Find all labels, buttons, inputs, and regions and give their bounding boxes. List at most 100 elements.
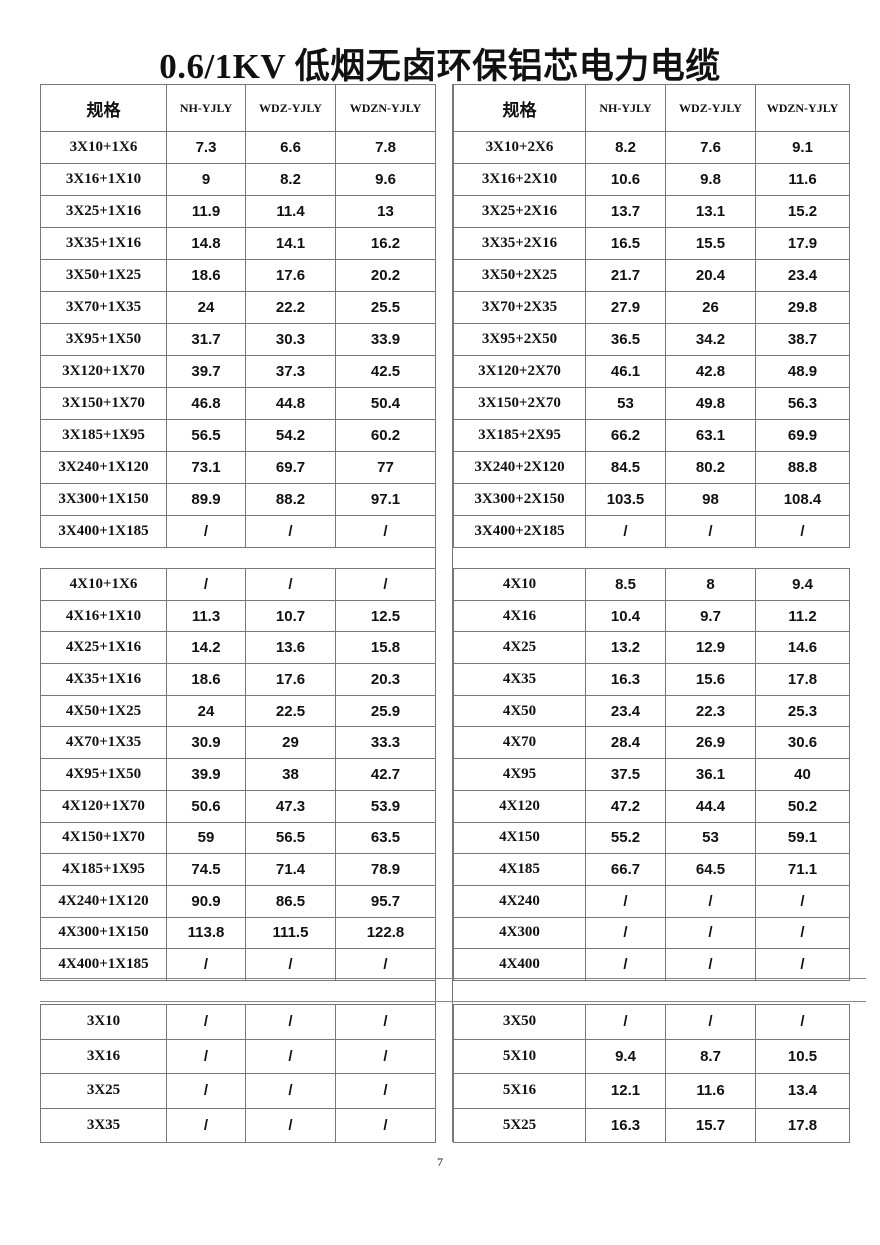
value-cell: 89.9 bbox=[166, 483, 246, 516]
value-cell: 46.8 bbox=[166, 387, 246, 420]
value-cell: 56.5 bbox=[166, 419, 246, 452]
value-cell: 42.7 bbox=[335, 758, 436, 791]
value-cell: / bbox=[755, 948, 850, 981]
table-row: 4X300+1X150 113.8 111.5 122.8 bbox=[40, 916, 436, 950]
table-row: 3X120+2X70 46.1 42.8 48.9 bbox=[453, 355, 850, 388]
value-cell: 22.3 bbox=[665, 694, 756, 728]
spec-cell: 4X10 bbox=[453, 568, 586, 601]
table-row: 3X10+2X6 8.2 7.6 9.1 bbox=[453, 131, 850, 164]
value-cell: 7.6 bbox=[665, 131, 756, 164]
value-cell: 88.2 bbox=[245, 483, 336, 516]
value-cell: / bbox=[755, 916, 850, 950]
spec-table: 3X10///3X16///3X25///3X35// / bbox=[40, 1004, 436, 1143]
table-row: 4X150 55.2 53 59.1 bbox=[453, 821, 850, 855]
value-cell: 25.5 bbox=[335, 291, 436, 324]
spec-cell: 4X185 bbox=[453, 853, 586, 886]
value-cell: 7.3 bbox=[166, 131, 246, 164]
value-cell: / bbox=[755, 884, 850, 918]
table-row: 4X240// / bbox=[453, 884, 850, 918]
table-row: 4X185 66.7 64.5 71.1 bbox=[453, 853, 850, 886]
table-row: 4X150+1X70 59 56.5 63.5 bbox=[40, 821, 436, 855]
spec-cell: 3X16+1X10 bbox=[40, 163, 167, 196]
spec-cell: 3X25+2X16 bbox=[453, 195, 586, 228]
value-cell: 8.2 bbox=[245, 163, 336, 196]
table-row: 4X16+1X10 11.3 10.7 12.5 bbox=[40, 599, 436, 633]
value-cell: 20.3 bbox=[335, 663, 436, 696]
spec-table: 4X10+1X6///4X16+1X10 11.3 10.7 12.5 4X25+1X1… bbox=[40, 568, 436, 981]
table-row: 3X150+1X70 46.8 44.8 50.4 bbox=[40, 387, 436, 420]
spec-cell: 3X120+1X70 bbox=[40, 355, 167, 388]
value-cell: 9.4 bbox=[585, 1038, 666, 1074]
value-cell: 12.9 bbox=[665, 631, 756, 665]
value-cell: 103.5 bbox=[585, 483, 666, 516]
value-cell: 59 bbox=[166, 821, 246, 855]
value-cell: 10.5 bbox=[755, 1038, 850, 1074]
value-cell: 11.4 bbox=[245, 195, 336, 228]
value-cell: 10.6 bbox=[585, 163, 666, 196]
value-cell: 49.8 bbox=[665, 387, 756, 420]
spec-cell: 4X120 bbox=[453, 789, 586, 823]
column-header-spec: 规格 bbox=[40, 84, 167, 132]
value-cell: 37.5 bbox=[585, 758, 666, 791]
spec-cell: 3X400+2X185 bbox=[453, 515, 586, 548]
value-cell: 12.1 bbox=[585, 1073, 666, 1109]
spec-cell: 5X25 bbox=[453, 1107, 586, 1143]
table-row: 4X50+1X25 24 22.5 25.9 bbox=[40, 694, 436, 728]
value-cell: 69.9 bbox=[755, 419, 850, 452]
value-cell: 16.2 bbox=[335, 227, 436, 260]
spec-cell: 3X10+1X6 bbox=[40, 131, 167, 164]
value-cell: 39.9 bbox=[166, 758, 246, 791]
value-cell: 20.2 bbox=[335, 259, 436, 292]
value-cell: / bbox=[245, 515, 336, 548]
value-cell: 16.5 bbox=[585, 227, 666, 260]
spec-table: 3X50///5X10 9.4 8.7 10.5 5X16 12.1 11.6 13.4 5X2… bbox=[453, 1004, 850, 1143]
table-row: 3X95+2X50 36.5 34.2 38.7 bbox=[453, 323, 850, 356]
value-cell: 11.9 bbox=[166, 195, 246, 228]
value-cell: 38 bbox=[245, 758, 336, 791]
table-row: 4X70 28.4 26.9 30.6 bbox=[453, 726, 850, 760]
column-header-wdzn: WDZN-YJLY bbox=[755, 84, 850, 132]
value-cell: 56.3 bbox=[755, 387, 850, 420]
spec-cell: 4X150+1X70 bbox=[40, 821, 167, 855]
value-cell: 17.9 bbox=[755, 227, 850, 260]
value-cell: / bbox=[585, 916, 666, 950]
table-row: 4X16 10.4 9.7 11.2 bbox=[453, 599, 850, 633]
value-cell: 22.2 bbox=[245, 291, 336, 324]
table-row: 5X25 16.3 15.7 17.8 bbox=[453, 1107, 850, 1143]
value-cell: / bbox=[335, 1107, 436, 1143]
value-cell: 36.1 bbox=[665, 758, 756, 791]
value-cell: 37.3 bbox=[245, 355, 336, 388]
spec-cell: 4X300+1X150 bbox=[40, 916, 167, 950]
spec-cell: 4X95+1X50 bbox=[40, 758, 167, 791]
spec-cell: 3X50 bbox=[453, 1004, 586, 1040]
value-cell: 14.2 bbox=[166, 631, 246, 665]
value-cell: 34.2 bbox=[665, 323, 756, 356]
spec-cell: 3X95+1X50 bbox=[40, 323, 167, 356]
value-cell: 9.8 bbox=[665, 163, 756, 196]
spec-cell: 3X120+2X70 bbox=[453, 355, 586, 388]
spec-cell: 3X150+1X70 bbox=[40, 387, 167, 420]
value-cell: 95.7 bbox=[335, 884, 436, 918]
column-header-nh: NH-YJLY bbox=[166, 84, 246, 132]
value-cell: / bbox=[166, 1107, 246, 1143]
spec-cell: 3X400+1X185 bbox=[40, 515, 167, 548]
value-cell: 47.2 bbox=[585, 789, 666, 823]
value-cell: 39.7 bbox=[166, 355, 246, 388]
value-cell: 40 bbox=[755, 758, 850, 791]
table-row: 4X185+1X95 74.5 71.4 78.9 bbox=[40, 853, 436, 886]
spec-table: 规格 NH-YJLY WDZ-YJLY WDZN-YJLY 3X10+1X6 7.3 6.6… bbox=[40, 84, 436, 548]
value-cell: / bbox=[335, 948, 436, 981]
value-cell: 84.5 bbox=[585, 451, 666, 484]
value-cell: 24 bbox=[166, 291, 246, 324]
spec-cell: 4X240 bbox=[453, 884, 586, 918]
value-cell: / bbox=[585, 948, 666, 981]
column-header-spec: 规格 bbox=[453, 84, 586, 132]
spec-cell: 4X70 bbox=[453, 726, 586, 760]
table-row: 3X300+2X150 103.5 98 108.4 bbox=[453, 483, 850, 516]
value-cell: 54.2 bbox=[245, 419, 336, 452]
value-cell: 111.5 bbox=[245, 916, 336, 950]
table-row: 4X240+1X120 90.9 86.5 95.7 bbox=[40, 884, 436, 918]
value-cell: 63.1 bbox=[665, 419, 756, 452]
value-cell: 69.7 bbox=[245, 451, 336, 484]
spec-cell: 3X50+1X25 bbox=[40, 259, 167, 292]
